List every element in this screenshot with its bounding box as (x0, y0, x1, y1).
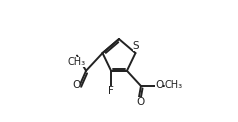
Text: O: O (72, 80, 80, 90)
Text: S: S (133, 41, 139, 51)
Text: O: O (155, 80, 163, 90)
Text: O: O (136, 97, 144, 107)
Text: CH₃: CH₃ (165, 80, 183, 90)
Text: F: F (108, 86, 114, 96)
Text: O: O (76, 56, 77, 57)
Text: O: O (72, 80, 80, 90)
Text: O: O (76, 54, 77, 55)
Text: CH₃: CH₃ (68, 57, 86, 67)
